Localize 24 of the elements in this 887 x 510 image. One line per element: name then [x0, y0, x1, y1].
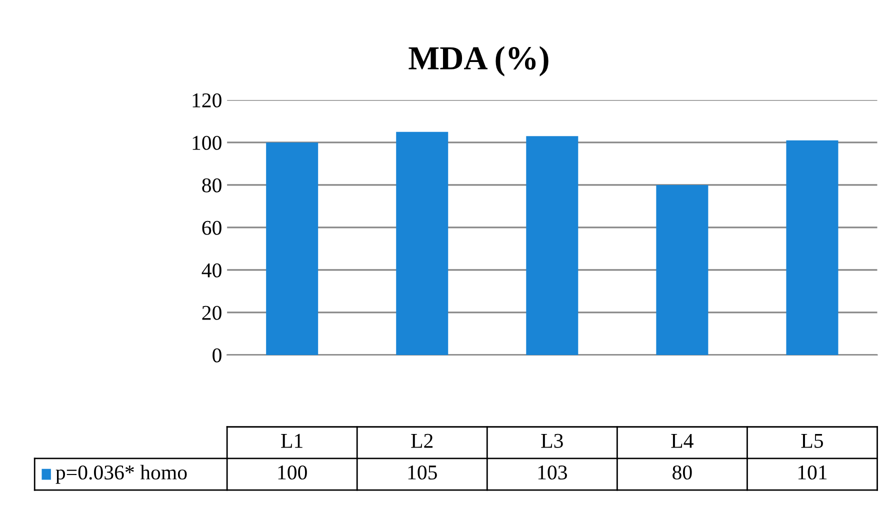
data-label: 101	[798, 465, 827, 480]
data-label: 103	[538, 465, 567, 480]
x-tick-label: L4	[671, 434, 694, 448]
y-tick-label: 80	[202, 178, 222, 192]
x-tick-label: L5	[801, 434, 823, 448]
x-tick-label: L1	[281, 434, 302, 448]
y-tick-label: 20	[202, 306, 222, 320]
legend-label: p=0.036* homo	[56, 464, 187, 484]
chart-title: MDA (%)	[408, 46, 548, 76]
bar	[266, 142, 318, 355]
data-label: 80	[672, 465, 692, 480]
data-label: 105	[408, 465, 437, 480]
y-tick-label: 60	[202, 220, 222, 235]
bar	[396, 132, 448, 355]
y-tick-label: 100	[192, 136, 222, 150]
y-tick-label: 40	[202, 263, 222, 278]
bar	[656, 184, 708, 355]
data-label: 100	[278, 465, 307, 480]
y-tick-label: 120	[192, 93, 222, 108]
bar	[526, 136, 578, 355]
x-tick-label: L3	[541, 434, 563, 448]
y-tick-label: 0	[212, 348, 222, 362]
x-tick-label: L2	[411, 434, 433, 448]
bar	[786, 140, 838, 355]
